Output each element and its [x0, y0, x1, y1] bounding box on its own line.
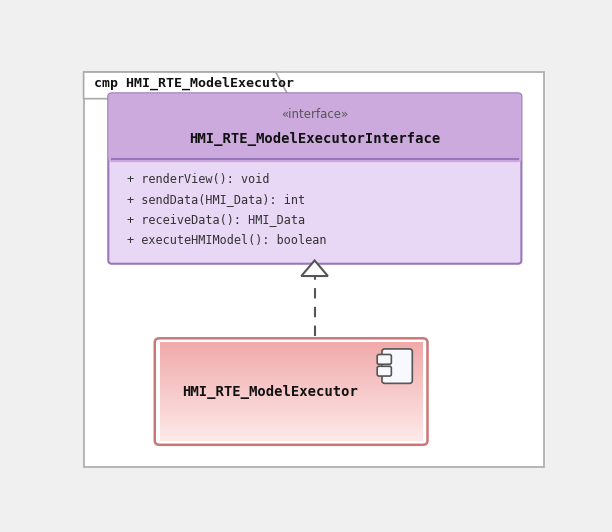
Bar — [160, 357, 423, 359]
FancyBboxPatch shape — [108, 93, 521, 264]
Bar — [160, 391, 423, 393]
Bar — [160, 365, 423, 367]
Bar — [160, 398, 423, 400]
Bar — [160, 344, 423, 346]
Text: «interface»: «interface» — [281, 107, 348, 121]
Bar — [160, 383, 423, 385]
Bar — [160, 350, 423, 352]
FancyBboxPatch shape — [382, 349, 412, 384]
Polygon shape — [84, 72, 290, 98]
Bar — [160, 363, 423, 365]
Text: cmp HMI_RTE_ModelExecutor: cmp HMI_RTE_ModelExecutor — [94, 77, 294, 90]
Bar — [160, 353, 423, 355]
Bar — [160, 409, 423, 411]
Bar — [160, 421, 423, 423]
Bar — [160, 422, 423, 425]
Bar — [160, 406, 423, 408]
Bar — [160, 414, 423, 416]
Bar — [160, 427, 423, 429]
Bar — [160, 415, 423, 418]
Bar — [160, 371, 423, 373]
Bar — [160, 435, 423, 437]
Bar — [114, 131, 515, 159]
Bar — [160, 362, 423, 364]
Bar — [160, 377, 423, 378]
Bar — [160, 373, 423, 375]
Bar — [160, 359, 423, 360]
FancyBboxPatch shape — [108, 93, 521, 162]
Bar — [160, 378, 423, 380]
Bar — [160, 429, 423, 431]
Bar — [160, 404, 423, 406]
Bar — [160, 380, 423, 382]
Bar — [160, 385, 423, 387]
Bar — [160, 375, 423, 377]
Bar — [160, 430, 423, 433]
Bar — [160, 352, 423, 354]
Text: + executeHMIModel(): boolean: + executeHMIModel(): boolean — [127, 234, 327, 247]
Bar — [160, 432, 423, 434]
Bar — [160, 360, 423, 362]
FancyBboxPatch shape — [377, 367, 391, 376]
Bar — [160, 412, 423, 414]
Bar — [160, 345, 423, 347]
Bar — [160, 347, 423, 349]
Bar — [160, 386, 423, 388]
Bar — [160, 434, 423, 436]
Bar — [160, 342, 423, 344]
Bar — [160, 403, 423, 405]
Bar — [160, 368, 423, 370]
Bar — [160, 426, 423, 428]
Bar — [160, 418, 423, 419]
Bar — [160, 424, 423, 426]
Bar — [160, 411, 423, 413]
Text: + receiveData(): HMI_Data: + receiveData(): HMI_Data — [127, 213, 305, 226]
Bar — [160, 394, 423, 396]
Bar — [160, 437, 423, 439]
Bar — [160, 400, 423, 401]
Bar — [160, 348, 423, 351]
Text: + sendData(HMI_Data): int: + sendData(HMI_Data): int — [127, 193, 305, 206]
Bar — [160, 396, 423, 398]
Text: + renderView(): void: + renderView(): void — [127, 173, 270, 186]
FancyBboxPatch shape — [377, 354, 391, 364]
Bar — [160, 381, 423, 384]
Bar — [160, 408, 423, 410]
Polygon shape — [301, 261, 328, 276]
Bar — [160, 439, 423, 440]
Bar — [160, 367, 423, 369]
Bar — [160, 370, 423, 372]
Bar — [160, 419, 423, 421]
Text: HMI_RTE_ModelExecutor: HMI_RTE_ModelExecutor — [182, 385, 358, 398]
Bar — [160, 355, 423, 357]
Bar — [160, 389, 423, 392]
Bar — [160, 401, 423, 403]
Bar — [160, 388, 423, 390]
Text: HMI_RTE_ModelExecutorInterface: HMI_RTE_ModelExecutorInterface — [189, 132, 441, 146]
Bar — [160, 393, 423, 395]
